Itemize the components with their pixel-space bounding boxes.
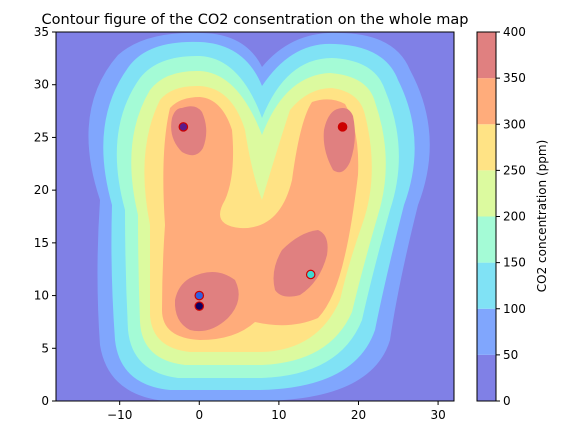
colorbar-tick-label-3: 150	[503, 256, 526, 270]
x-tick-label-3: 20	[351, 408, 366, 422]
y-tick-label-0: 0	[41, 394, 49, 408]
colorbar-tick-label-7: 350	[503, 71, 526, 85]
colorbar-tick-label-2: 100	[503, 302, 526, 316]
contour-band-7	[323, 108, 355, 173]
colorbar-segment-3	[477, 216, 496, 263]
y-tick-label-3: 15	[34, 236, 49, 250]
colorbar-tick-label-8: 400	[503, 25, 526, 39]
colorbar-tick-label-4: 200	[503, 210, 526, 224]
x-tick-label-0: −10	[107, 408, 132, 422]
colorbar-tick-label-6: 300	[503, 117, 526, 131]
colorbar-segment-4	[477, 170, 496, 217]
plot-area	[56, 32, 454, 401]
colorbar-label: CO2 concentration (ppm)	[535, 140, 549, 292]
colorbar-segment-5	[477, 124, 496, 171]
colorbar-axis: 0 50 100 150 200 250 300 350 400	[496, 25, 526, 408]
colorbar-tick-label-5: 250	[503, 163, 526, 177]
x-axis: −10 0 10 20 30	[107, 401, 446, 422]
colorbar-segment-2	[477, 262, 496, 309]
y-tick-label-5: 25	[34, 130, 49, 144]
y-tick-label-4: 20	[34, 183, 49, 197]
colorbar-tick-label-1: 50	[503, 348, 518, 362]
source-point-2	[305, 269, 316, 280]
colorbar-segment-7	[477, 32, 496, 79]
chart-title: Contour figure of the CO2 consentration …	[42, 12, 469, 28]
contour-band-8	[273, 230, 328, 297]
x-tick-label-2: 10	[271, 408, 286, 422]
colorbar-segment-0	[477, 354, 496, 401]
plot-frame	[55, 31, 455, 402]
y-tick-label-1: 5	[41, 341, 49, 355]
source-point-0	[178, 122, 189, 132]
colorbar-segment-6	[477, 78, 496, 125]
contour-band-6	[171, 106, 207, 156]
colorbar	[477, 32, 496, 401]
y-axis: 0 5 10 15 20 25 30 35	[34, 25, 56, 408]
y-tick-label-7: 35	[34, 25, 49, 39]
y-tick-label-2: 10	[34, 289, 49, 303]
source-point-1	[337, 122, 348, 132]
source-point-4	[194, 301, 205, 311]
source-point-3	[194, 290, 205, 301]
colorbar-tick-label-0: 0	[503, 394, 511, 408]
x-tick-label-4: 30	[430, 408, 445, 422]
colorbar-segment-1	[477, 308, 496, 355]
x-tick-label-1: 0	[195, 408, 203, 422]
y-tick-label-6: 30	[34, 78, 49, 92]
contour-band-9	[174, 271, 239, 332]
